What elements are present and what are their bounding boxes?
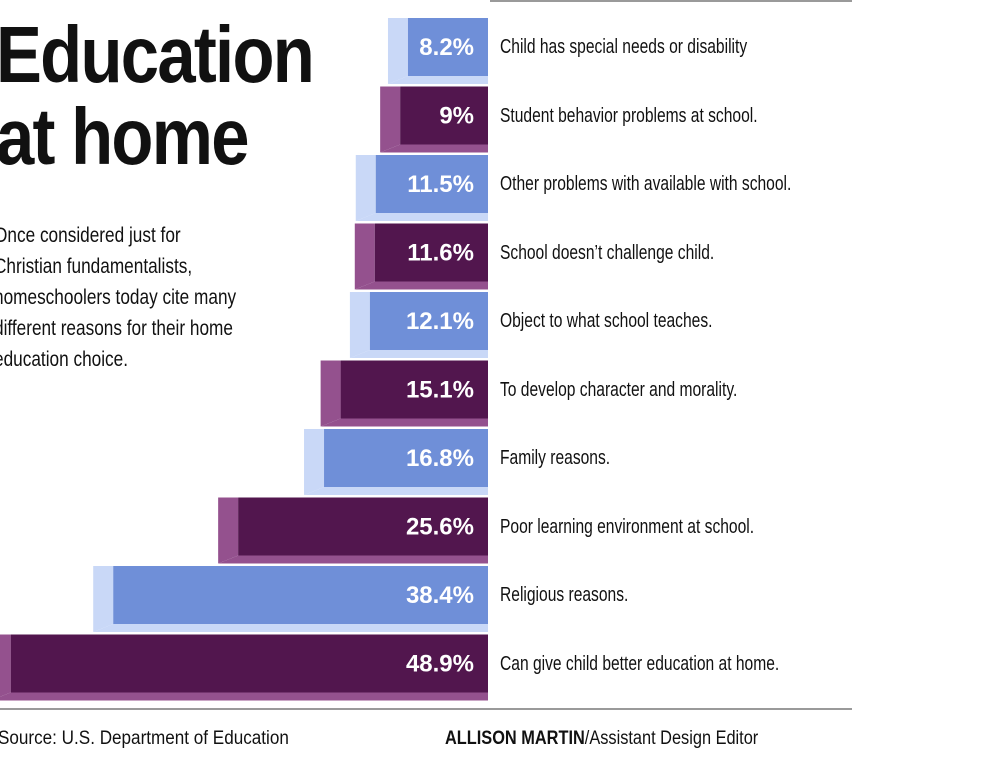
bar-ledge — [320, 418, 488, 427]
bar-side — [387, 18, 408, 84]
bar-group: 38.4% — [93, 566, 488, 632]
bar — [374, 223, 488, 282]
reason-label: Student behavior problems at school. — [500, 104, 758, 127]
bar-value-label: 15.1% — [406, 377, 474, 404]
reason-label: Poor learning environment at school. — [500, 515, 755, 538]
title-line-1: Education — [0, 10, 315, 99]
bar — [324, 429, 488, 487]
bar-ledge — [218, 555, 489, 564]
bar-value-label: 16.8% — [406, 445, 474, 472]
bar-ledge — [93, 624, 488, 632]
bar — [400, 86, 488, 145]
bar — [340, 360, 488, 419]
bar — [407, 18, 488, 76]
bar-group: 12.1% — [349, 292, 488, 358]
bar-group: 8.2% — [387, 18, 488, 84]
source-note: Source: U.S. Department of Education — [0, 728, 289, 749]
top-rule — [490, 0, 852, 2]
bar — [10, 634, 489, 693]
bar-ledge — [0, 692, 488, 701]
bar-side — [93, 566, 114, 632]
bar-side — [320, 360, 341, 427]
bar-side — [355, 155, 376, 221]
bar-value-label: 11.6% — [407, 240, 474, 267]
reason-label: Can give child better education at home. — [500, 652, 780, 675]
bar-value-label: 9% — [439, 103, 474, 130]
bar-group: 11.5% — [355, 155, 488, 221]
reason-label: To develop character and morality. — [500, 378, 738, 401]
bar-side — [304, 429, 325, 495]
bar-side — [380, 86, 401, 153]
bar-ledge — [354, 281, 488, 290]
bottom-rule — [0, 708, 852, 710]
bar-group: 9% — [380, 86, 488, 153]
reason-label: Object to what school teaches. — [500, 310, 713, 332]
bar-value-label: 8.2% — [419, 34, 474, 61]
reason-label: Family reasons. — [500, 447, 611, 469]
bar-group: 16.8% — [304, 429, 488, 495]
credit-name: ALLISON MARTIN — [445, 728, 585, 749]
bar-ledge — [380, 144, 488, 153]
credit-role: /Assistant Design Editor — [584, 728, 759, 749]
reason-label: Child has special needs or disability — [500, 36, 748, 58]
credit-line: ALLISON MARTIN/Assistant Design Editor — [445, 728, 758, 750]
bar — [375, 155, 488, 213]
bar-side — [218, 497, 239, 564]
bar — [369, 292, 488, 350]
bar-value-label: 11.5% — [407, 171, 474, 198]
bar-group: 48.9% — [0, 634, 489, 701]
bar-group: 15.1% — [320, 360, 488, 427]
bar-value-label: 48.9% — [406, 651, 474, 678]
bar — [238, 497, 488, 556]
bar-value-label: 12.1% — [406, 308, 474, 335]
bar-value-label: 25.6% — [406, 514, 474, 541]
bar-group: 25.6% — [218, 497, 489, 564]
bar-value-label: 38.4% — [406, 582, 474, 609]
intro-text: Once considered just for Christian funda… — [0, 224, 237, 371]
bar — [113, 566, 488, 624]
bar-side — [349, 292, 370, 358]
reason-label: Other problems with available with schoo… — [500, 173, 792, 195]
bar-side — [354, 223, 375, 290]
reason-label: Religious reasons. — [500, 584, 629, 606]
reason-label: School doesn’t challenge child. — [500, 241, 715, 264]
bar-side — [0, 634, 11, 697]
title-line-2: at home — [0, 92, 249, 181]
bar-ledge — [304, 487, 488, 495]
bar-ledge — [349, 350, 488, 358]
bar-ledge — [387, 76, 488, 84]
page-title: Education at home — [0, 10, 315, 181]
bar-ledge — [355, 213, 488, 221]
bar-group: 11.6% — [354, 223, 488, 290]
